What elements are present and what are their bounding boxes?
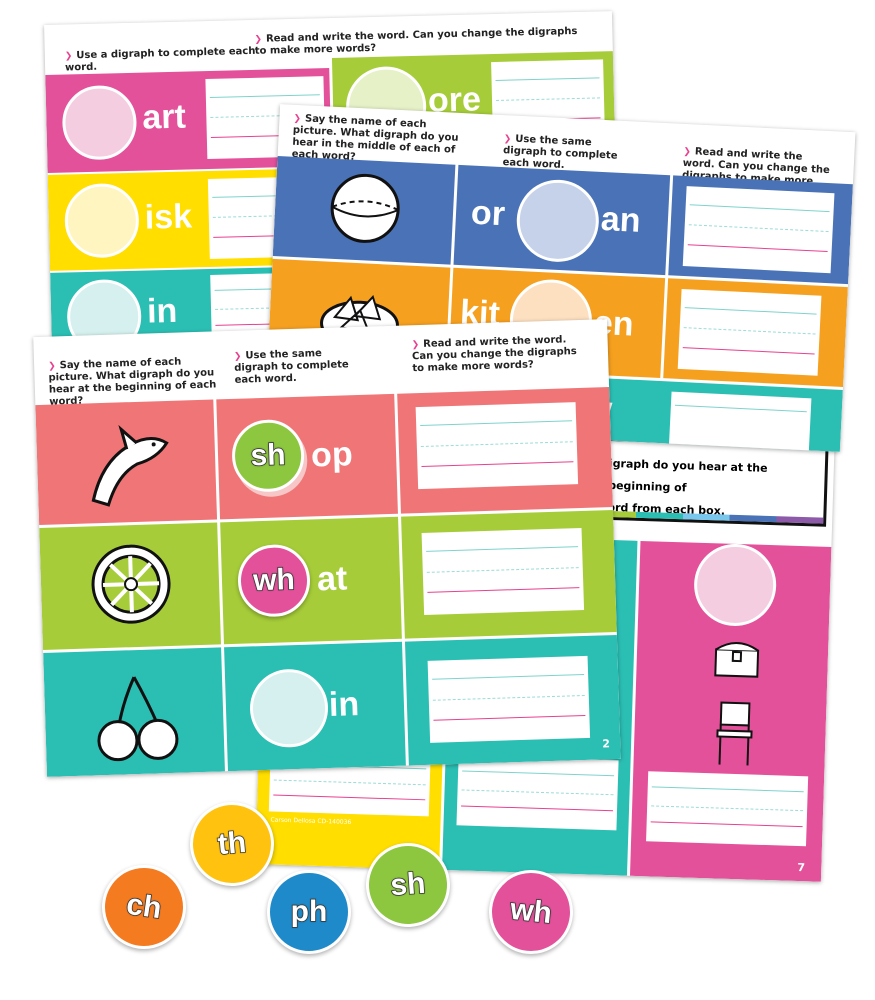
writing-lines[interactable] <box>677 288 822 376</box>
chair-icon <box>708 698 760 770</box>
word-ending: op <box>310 435 354 475</box>
writing-lines[interactable] <box>682 186 835 274</box>
writing-lines[interactable] <box>415 402 579 490</box>
page-number: 2 <box>602 737 611 751</box>
word-ending: art <box>141 97 187 137</box>
writing-lines[interactable] <box>668 391 812 452</box>
writing-lines[interactable] <box>421 527 585 615</box>
treasure-chest-icon <box>711 633 762 683</box>
shark-icon <box>76 413 179 516</box>
worksheet-card-back: igraph do you hear at the beginning of o… <box>255 419 835 882</box>
instruction-box: igraph do you hear at the beginning of o… <box>586 437 829 527</box>
word-ending: in <box>146 291 178 331</box>
sphere-icon <box>323 166 407 250</box>
word-ending: at <box>316 559 348 599</box>
page-number: 7 <box>797 861 806 875</box>
writing-lines[interactable] <box>427 655 591 743</box>
digraph-disc-ch[interactable]: ch <box>96 859 192 955</box>
instruction-3: Read and write the word. Can you change … <box>411 334 577 375</box>
worksheet-card-front: Say the name of each picture. What digra… <box>33 319 621 777</box>
digraph-disc-wh[interactable]: wh <box>484 865 578 959</box>
word-ending: in <box>328 685 360 725</box>
digraph-disc-ph[interactable]: ph <box>267 870 351 954</box>
wheel-icon <box>85 538 178 631</box>
cherries-icon <box>89 668 187 766</box>
word-part: or <box>470 193 506 234</box>
word-ending: isk <box>144 197 193 237</box>
instruction-2: Use the same digraph to complete each wo… <box>234 347 365 387</box>
word-part: an <box>600 199 642 240</box>
writing-lines[interactable] <box>456 755 619 831</box>
instruction-line: igraph do you hear at the beginning of <box>608 456 768 495</box>
writing-lines[interactable] <box>646 771 809 847</box>
